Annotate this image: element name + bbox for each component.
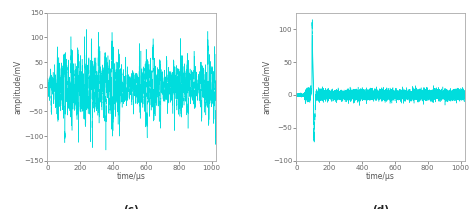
Y-axis label: amplitude/mV: amplitude/mV [13,60,22,114]
X-axis label: time/μs: time/μs [117,172,146,181]
Y-axis label: amplitude/mV: amplitude/mV [263,60,272,114]
Text: (c): (c) [124,205,139,209]
Text: (d): (d) [372,205,389,209]
X-axis label: time/μs: time/μs [366,172,395,181]
